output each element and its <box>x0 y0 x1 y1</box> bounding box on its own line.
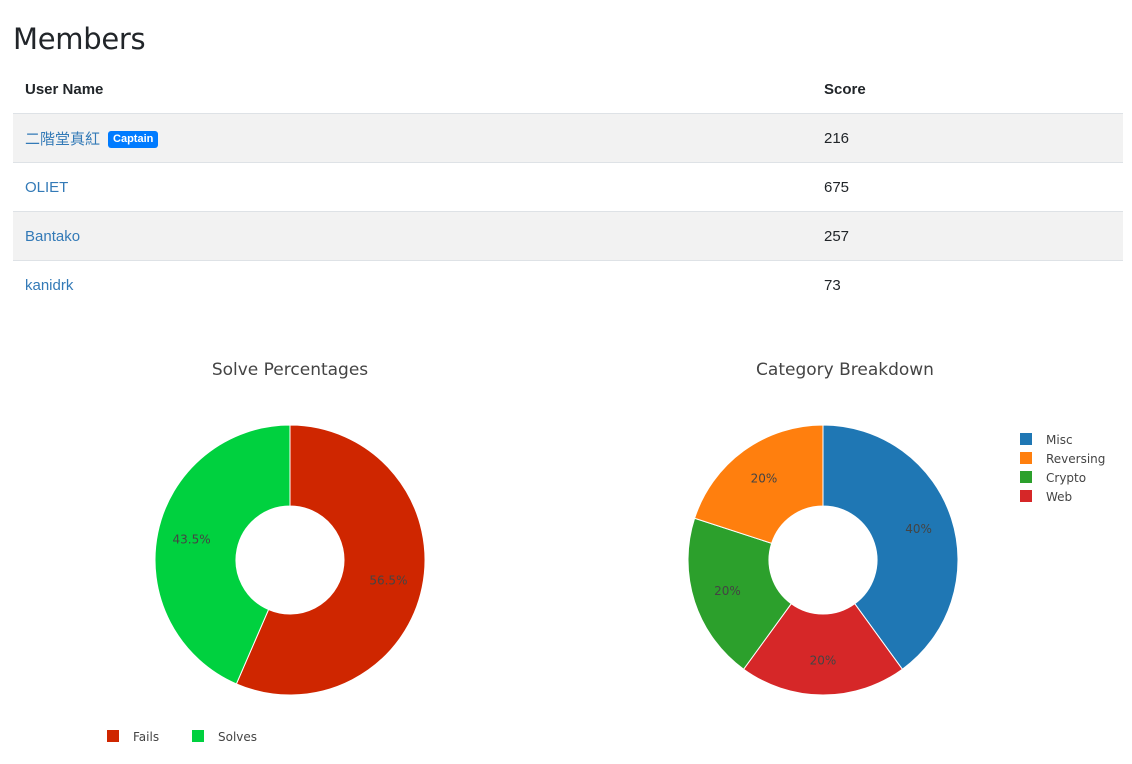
legend-swatch <box>1020 433 1032 445</box>
table-row: 二階堂真紅 Captain 216 <box>13 113 1123 163</box>
user-link[interactable]: 二階堂真紅 <box>25 130 101 148</box>
table-row: Bantako 257 <box>13 211 1123 261</box>
legend-label: Crypto <box>1046 471 1086 485</box>
table-row: kanidrk 73 <box>13 260 1123 309</box>
user-link[interactable]: OLIET <box>25 178 69 196</box>
score-cell: 257 <box>812 211 1123 261</box>
slice-label-crypto: 20% <box>714 584 741 598</box>
slice-crypto[interactable] <box>687 517 792 670</box>
slice-misc[interactable] <box>822 424 959 670</box>
user-name-cell: OLIET <box>13 162 812 212</box>
chart-title: Solve Percentages <box>212 360 368 380</box>
legend-label: Reversing <box>1046 452 1105 466</box>
column-header-user-name[interactable]: User Name <box>13 65 812 114</box>
legend-label: Solves <box>218 730 257 744</box>
legend-item-reversing[interactable]: Reversing <box>1020 452 1105 466</box>
legend-swatch <box>1020 452 1032 464</box>
page-title: Members <box>13 22 146 56</box>
legend-item-crypto[interactable]: Crypto <box>1020 471 1086 485</box>
table-header-row: User Name Score <box>13 65 1123 114</box>
slice-label-fails: 56.5% <box>369 573 407 587</box>
table-row: OLIET 675 <box>13 162 1123 212</box>
slice-solves[interactable] <box>154 424 291 685</box>
slice-reversing[interactable] <box>693 424 824 544</box>
legend-swatch <box>1020 471 1032 483</box>
legend-swatch <box>107 730 119 742</box>
legend-swatch <box>1020 490 1032 502</box>
legend-item-misc[interactable]: Misc <box>1020 433 1073 447</box>
captain-badge: Captain <box>108 130 159 148</box>
user-link[interactable]: kanidrk <box>25 276 74 294</box>
score-cell: 216 <box>824 129 850 147</box>
score-cell: 73 <box>812 260 1123 309</box>
members-table: User Name Score 二階堂真紅 Captain 216 OLIET 6… <box>13 65 1123 309</box>
legend-swatch <box>192 730 204 742</box>
legend-label: Misc <box>1046 433 1073 447</box>
user-name-cell: kanidrk <box>13 260 812 309</box>
score-cell: 675 <box>812 162 1123 212</box>
user-link[interactable]: Bantako <box>25 227 81 245</box>
column-header-score[interactable]: Score <box>812 65 1123 114</box>
legend-item-fails[interactable]: Fails <box>107 730 159 744</box>
slice-label-reversing: 20% <box>751 472 778 486</box>
legend-label: Fails <box>133 730 159 744</box>
user-name-cell: 二階堂真紅 Captain <box>13 114 812 163</box>
slice-label-misc: 40% <box>905 522 932 536</box>
slice-label-solves: 43.5% <box>173 533 211 547</box>
legend-item-solves[interactable]: Solves <box>192 730 257 744</box>
user-name-cell: Bantako <box>13 211 812 261</box>
category-breakdown-chart: Category Breakdown 40% 20% 20% 20% Misc Revers… <box>687 360 1105 696</box>
chart-title: Category Breakdown <box>756 360 934 380</box>
slice-fails[interactable] <box>235 424 426 696</box>
slice-web[interactable] <box>742 602 904 696</box>
legend-item-web[interactable]: Web <box>1020 490 1072 504</box>
solve-percentages-chart: Solve Percentages 56.5% 43.5% Fails Solves <box>107 360 426 744</box>
legend-label: Web <box>1046 490 1072 504</box>
slice-label-web: 20% <box>810 654 837 668</box>
